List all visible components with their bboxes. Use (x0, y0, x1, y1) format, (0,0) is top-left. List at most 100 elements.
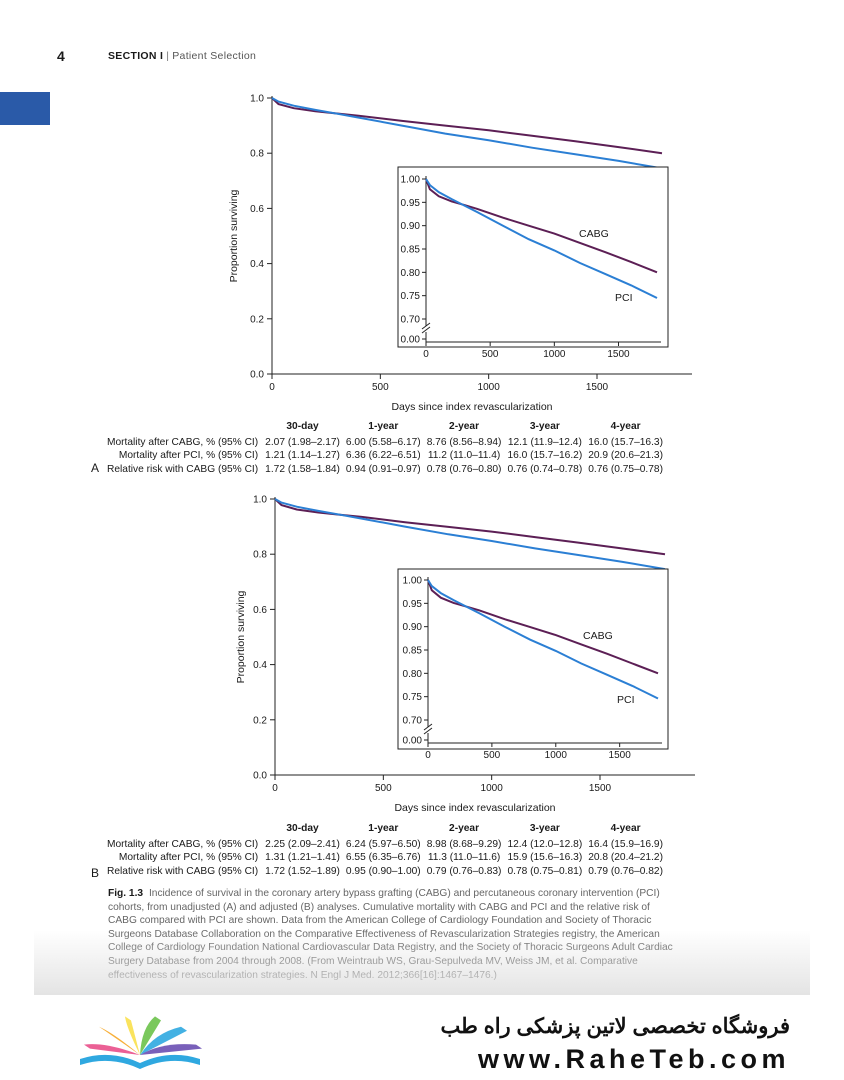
axis-break-mark (421, 322, 431, 330)
table-cell: 16.0 (15.7–16.2) (507, 450, 583, 461)
column-header: 1-year (368, 823, 399, 834)
table-header-row: 30-day 1-year 2-year 3-year 4-year (104, 420, 666, 436)
table-cell: 0.78 (0.75–0.81) (507, 865, 583, 877)
mortality-table-a: 30-day 1-year 2-year 3-year 4-year Mortality … (104, 420, 666, 476)
y-tick-label: 0.8 (253, 550, 267, 561)
table-corner (104, 420, 262, 436)
table-cell: 0.79 (0.76–0.82) (588, 865, 663, 877)
column-header: 4-year (610, 421, 641, 432)
inset-y-tick-label: 0.85 (401, 245, 421, 256)
y-tick-label: 0.4 (250, 259, 264, 270)
logo-page-stroke (83, 1044, 140, 1055)
y-tick-label: 1.0 (253, 495, 267, 506)
table-cell: 6.00 (5.58–6.17) (345, 436, 421, 448)
inset-x-tick-label: 1000 (543, 349, 566, 360)
table-header-row: 30-day 1-year 2-year 3-year 4-year (104, 822, 666, 838)
inset-y-tick-label: 0.90 (403, 622, 423, 633)
section-label: SECTION I (108, 50, 164, 62)
inset-y-tick-label: 0.00 (401, 335, 421, 346)
column-header: 2-year (449, 823, 480, 834)
x-axis-label: Days since index revascularization (391, 401, 552, 413)
x-tick-label: 1500 (586, 382, 609, 393)
column-header: 2-year (449, 421, 480, 432)
axis-break-mark (423, 723, 433, 731)
x-tick-label: 1000 (481, 783, 504, 794)
table-cell: 16.4 (15.9–16.9) (588, 838, 663, 850)
logo-page-stroke (124, 1016, 140, 1055)
table-row: Relative risk with CABG (95% CI) 1.72 (1.… (104, 865, 666, 879)
inset-y-tick-label: 0.75 (403, 692, 423, 703)
logo-book-base (80, 1054, 200, 1069)
logo-page-stroke (140, 1016, 162, 1055)
inset-x-tick-label: 1500 (607, 349, 630, 360)
column-header: 30-day (286, 421, 319, 432)
table-cell: 8.76 (8.56–8.94) (426, 436, 502, 448)
inset-y-tick-label: 1.00 (403, 576, 423, 587)
inset-x-tick-label: 0 (425, 750, 431, 761)
open-book-logo-icon (80, 1016, 203, 1069)
table-cell: 20.9 (20.6–21.3) (588, 450, 663, 461)
inset-y-tick-label: 0.00 (403, 736, 423, 747)
table-row: Mortality after CABG, % (95% CI) 2.25 (2.… (104, 838, 666, 852)
mortality-table-b: 30-day 1-year 2-year 3-year 4-year Mortality … (104, 822, 666, 878)
table-cell: 12.1 (11.9–12.4) (507, 436, 582, 448)
logo-page-stroke (140, 1026, 188, 1055)
table-cell: 6.55 (6.35–6.76) (345, 852, 421, 863)
row-label: Relative risk with CABG (95% CI) (107, 463, 259, 475)
inset-x-tick-label: 1000 (545, 750, 568, 761)
inset-series-line-pci (425, 178, 658, 299)
series-label-pci: PCI (617, 694, 635, 706)
row-label: Mortality after CABG, % (95% CI) (107, 436, 259, 448)
table-cell: 1.31 (1.21–1.41) (265, 852, 340, 863)
axis-break-mark (421, 326, 431, 334)
axis-break-mark (423, 727, 433, 735)
table-cell: 2.07 (1.98–2.17) (265, 436, 340, 448)
y-tick-label: 0.0 (253, 771, 267, 782)
section-title: Patient Selection (172, 50, 257, 62)
y-axis-label: Proportion surviving (235, 590, 247, 683)
column-header: 1-year (368, 421, 399, 432)
table-row: Mortality after PCI, % (95% CI) 1.21 (1.1… (104, 449, 666, 463)
inset-series-line-cabg (427, 579, 659, 675)
inset-series-line-pci (427, 579, 659, 700)
table-cell: 11.3 (11.0–11.6) (427, 852, 501, 863)
y-tick-label: 0.6 (253, 605, 267, 616)
series-line-cabg (274, 498, 666, 556)
table-cell: 1.72 (1.52–1.89) (265, 865, 340, 877)
inset-x-tick-label: 500 (484, 750, 501, 761)
table-cell: 2.25 (2.09–2.41) (265, 838, 340, 850)
y-tick-label: 0.8 (250, 149, 264, 160)
page-number: 4 (57, 48, 65, 64)
inset-frame (397, 166, 669, 348)
series-line-pci (271, 97, 663, 170)
x-tick-label: 0 (269, 382, 275, 393)
running-header: SECTION I | Patient Selection (108, 50, 257, 62)
table-cell: 0.79 (0.76–0.83) (426, 865, 502, 877)
column-header: 3-year (529, 823, 560, 834)
table-cell: 0.94 (0.91–0.97) (345, 463, 421, 475)
store-name: فروشگاه تخصصی لاتین پزشکی راه طب (440, 1015, 790, 1038)
y-tick-label: 0.4 (253, 660, 267, 671)
axis-break-gap (425, 727, 431, 733)
figure-label: Fig. 1.3 (108, 888, 144, 899)
table-cell: 0.95 (0.90–1.00) (345, 865, 421, 877)
y-tick-label: 1.0 (250, 94, 264, 105)
column-header: 3-year (529, 421, 560, 432)
row-label: Relative risk with CABG (95% CI) (107, 865, 259, 877)
series-label-cabg: CABG (579, 228, 609, 240)
inset-y-tick-label: 0.75 (401, 291, 421, 302)
table-cell: 15.9 (15.6–16.3) (507, 852, 583, 863)
inset-y-tick-label: 0.70 (403, 716, 423, 727)
table-cell: 8.98 (8.68–9.29) (426, 838, 502, 850)
table-cell: 20.8 (20.4–21.2) (588, 852, 663, 863)
column-header: 30-day (286, 823, 319, 834)
table-row: Mortality after CABG, % (95% CI) 2.07 (1.… (104, 436, 666, 450)
table-cell: 1.72 (1.58–1.84) (265, 463, 340, 475)
store-url: www.RaheTeb.com (477, 1044, 790, 1074)
table-cell: 1.21 (1.14–1.27) (265, 450, 340, 461)
y-tick-label: 0.6 (250, 204, 264, 215)
x-tick-label: 1000 (478, 382, 501, 393)
column-header: 4-year (610, 823, 641, 834)
table-cell: 16.0 (15.7–16.3) (588, 436, 663, 448)
